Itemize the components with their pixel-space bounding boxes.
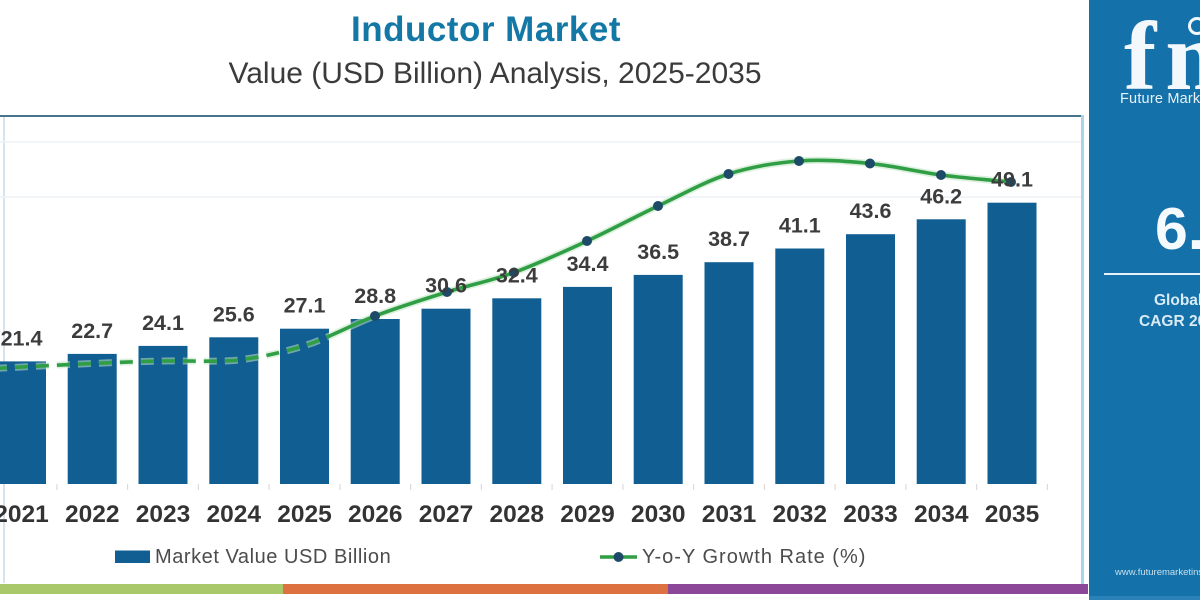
svg-text:41.1: 41.1: [779, 214, 821, 238]
svg-text:38.7: 38.7: [708, 227, 750, 251]
svg-text:2034: 2034: [914, 501, 969, 528]
svg-text:2032: 2032: [773, 501, 828, 528]
svg-text:49.1: 49.1: [991, 168, 1033, 192]
svg-text:2029: 2029: [560, 501, 615, 528]
svg-text:2025: 2025: [277, 501, 332, 528]
svg-text:Market Value USD Billion: Market Value USD Billion: [155, 546, 391, 568]
svg-text:32.4: 32.4: [496, 263, 538, 287]
svg-text:2031: 2031: [702, 501, 757, 528]
svg-text:24.1: 24.1: [142, 311, 184, 335]
svg-text:2033: 2033: [843, 501, 898, 528]
svg-text:2021: 2021: [0, 501, 49, 528]
svg-text:22.7: 22.7: [71, 319, 113, 343]
svg-text:2030: 2030: [631, 501, 686, 528]
svg-text:2022: 2022: [65, 501, 120, 528]
svg-text:34.4: 34.4: [567, 252, 609, 276]
svg-text:30.6: 30.6: [425, 274, 467, 298]
svg-text:2023: 2023: [136, 501, 191, 528]
svg-text:46.2: 46.2: [920, 184, 962, 208]
svg-text:2035: 2035: [985, 501, 1040, 528]
svg-text:Y-o-Y Growth Rate (%): Y-o-Y Growth Rate (%): [642, 546, 866, 568]
svg-text:28.8: 28.8: [354, 284, 396, 308]
svg-text:21.4: 21.4: [1, 326, 43, 350]
svg-text:25.6: 25.6: [213, 302, 255, 326]
svg-text:2028: 2028: [490, 501, 545, 528]
svg-text:36.5: 36.5: [637, 240, 679, 264]
svg-text:2027: 2027: [419, 501, 474, 528]
svg-text:2024: 2024: [207, 501, 262, 528]
svg-text:27.1: 27.1: [284, 294, 326, 318]
svg-text:43.6: 43.6: [850, 199, 892, 223]
svg-text:2026: 2026: [348, 501, 403, 528]
